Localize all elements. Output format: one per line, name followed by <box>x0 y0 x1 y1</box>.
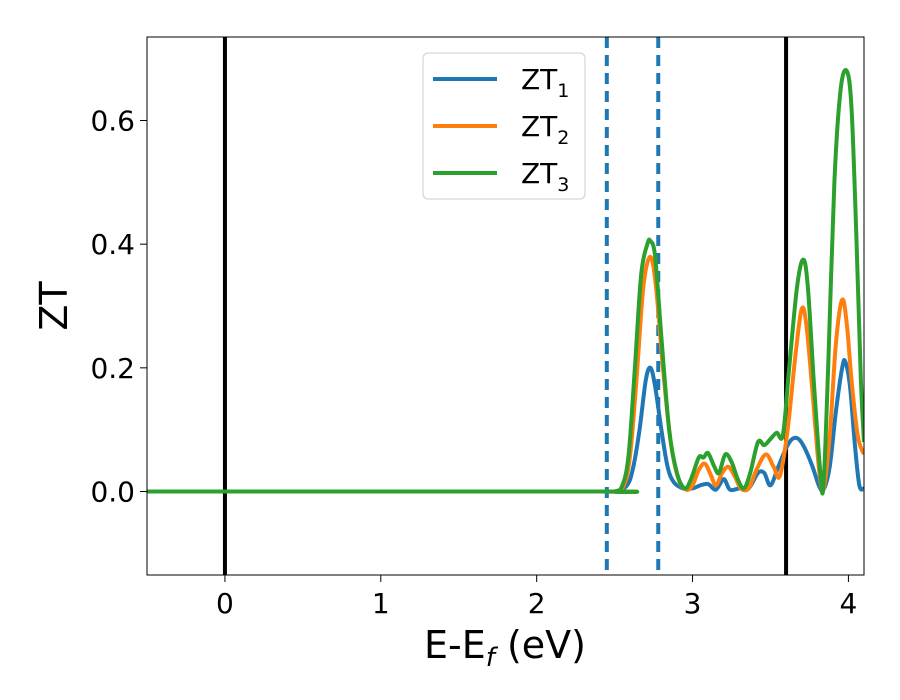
plot-frame <box>146 36 865 576</box>
x-tick-label-2: 2 <box>528 587 546 620</box>
x-tick-label-1: 1 <box>372 587 390 620</box>
x-tick-label-4: 4 <box>839 587 857 620</box>
y-tick-label-3: 0.6 <box>90 104 135 137</box>
legend: ZT1 ZT2 ZT3 <box>422 52 586 200</box>
y-tick-label-0: 0.0 <box>90 476 135 509</box>
series-line-2 <box>147 254 864 494</box>
y-tick-label-1: 0.2 <box>90 352 135 385</box>
series-line-1 <box>147 358 864 494</box>
x-tick-label-0: 0 <box>216 587 234 620</box>
legend-label-3: ZT3 <box>521 157 569 196</box>
y-tick-label-2: 0.4 <box>90 228 135 261</box>
y-axis-label: ZT <box>32 281 76 331</box>
x-axis-label: E-Ef (eV) <box>424 623 586 673</box>
series-line-3 <box>147 67 864 496</box>
x-tick-label-3: 3 <box>684 587 702 620</box>
legend-label-1: ZT1 <box>521 63 569 102</box>
legend-label-2: ZT2 <box>521 110 569 149</box>
legend-frame <box>422 52 586 200</box>
